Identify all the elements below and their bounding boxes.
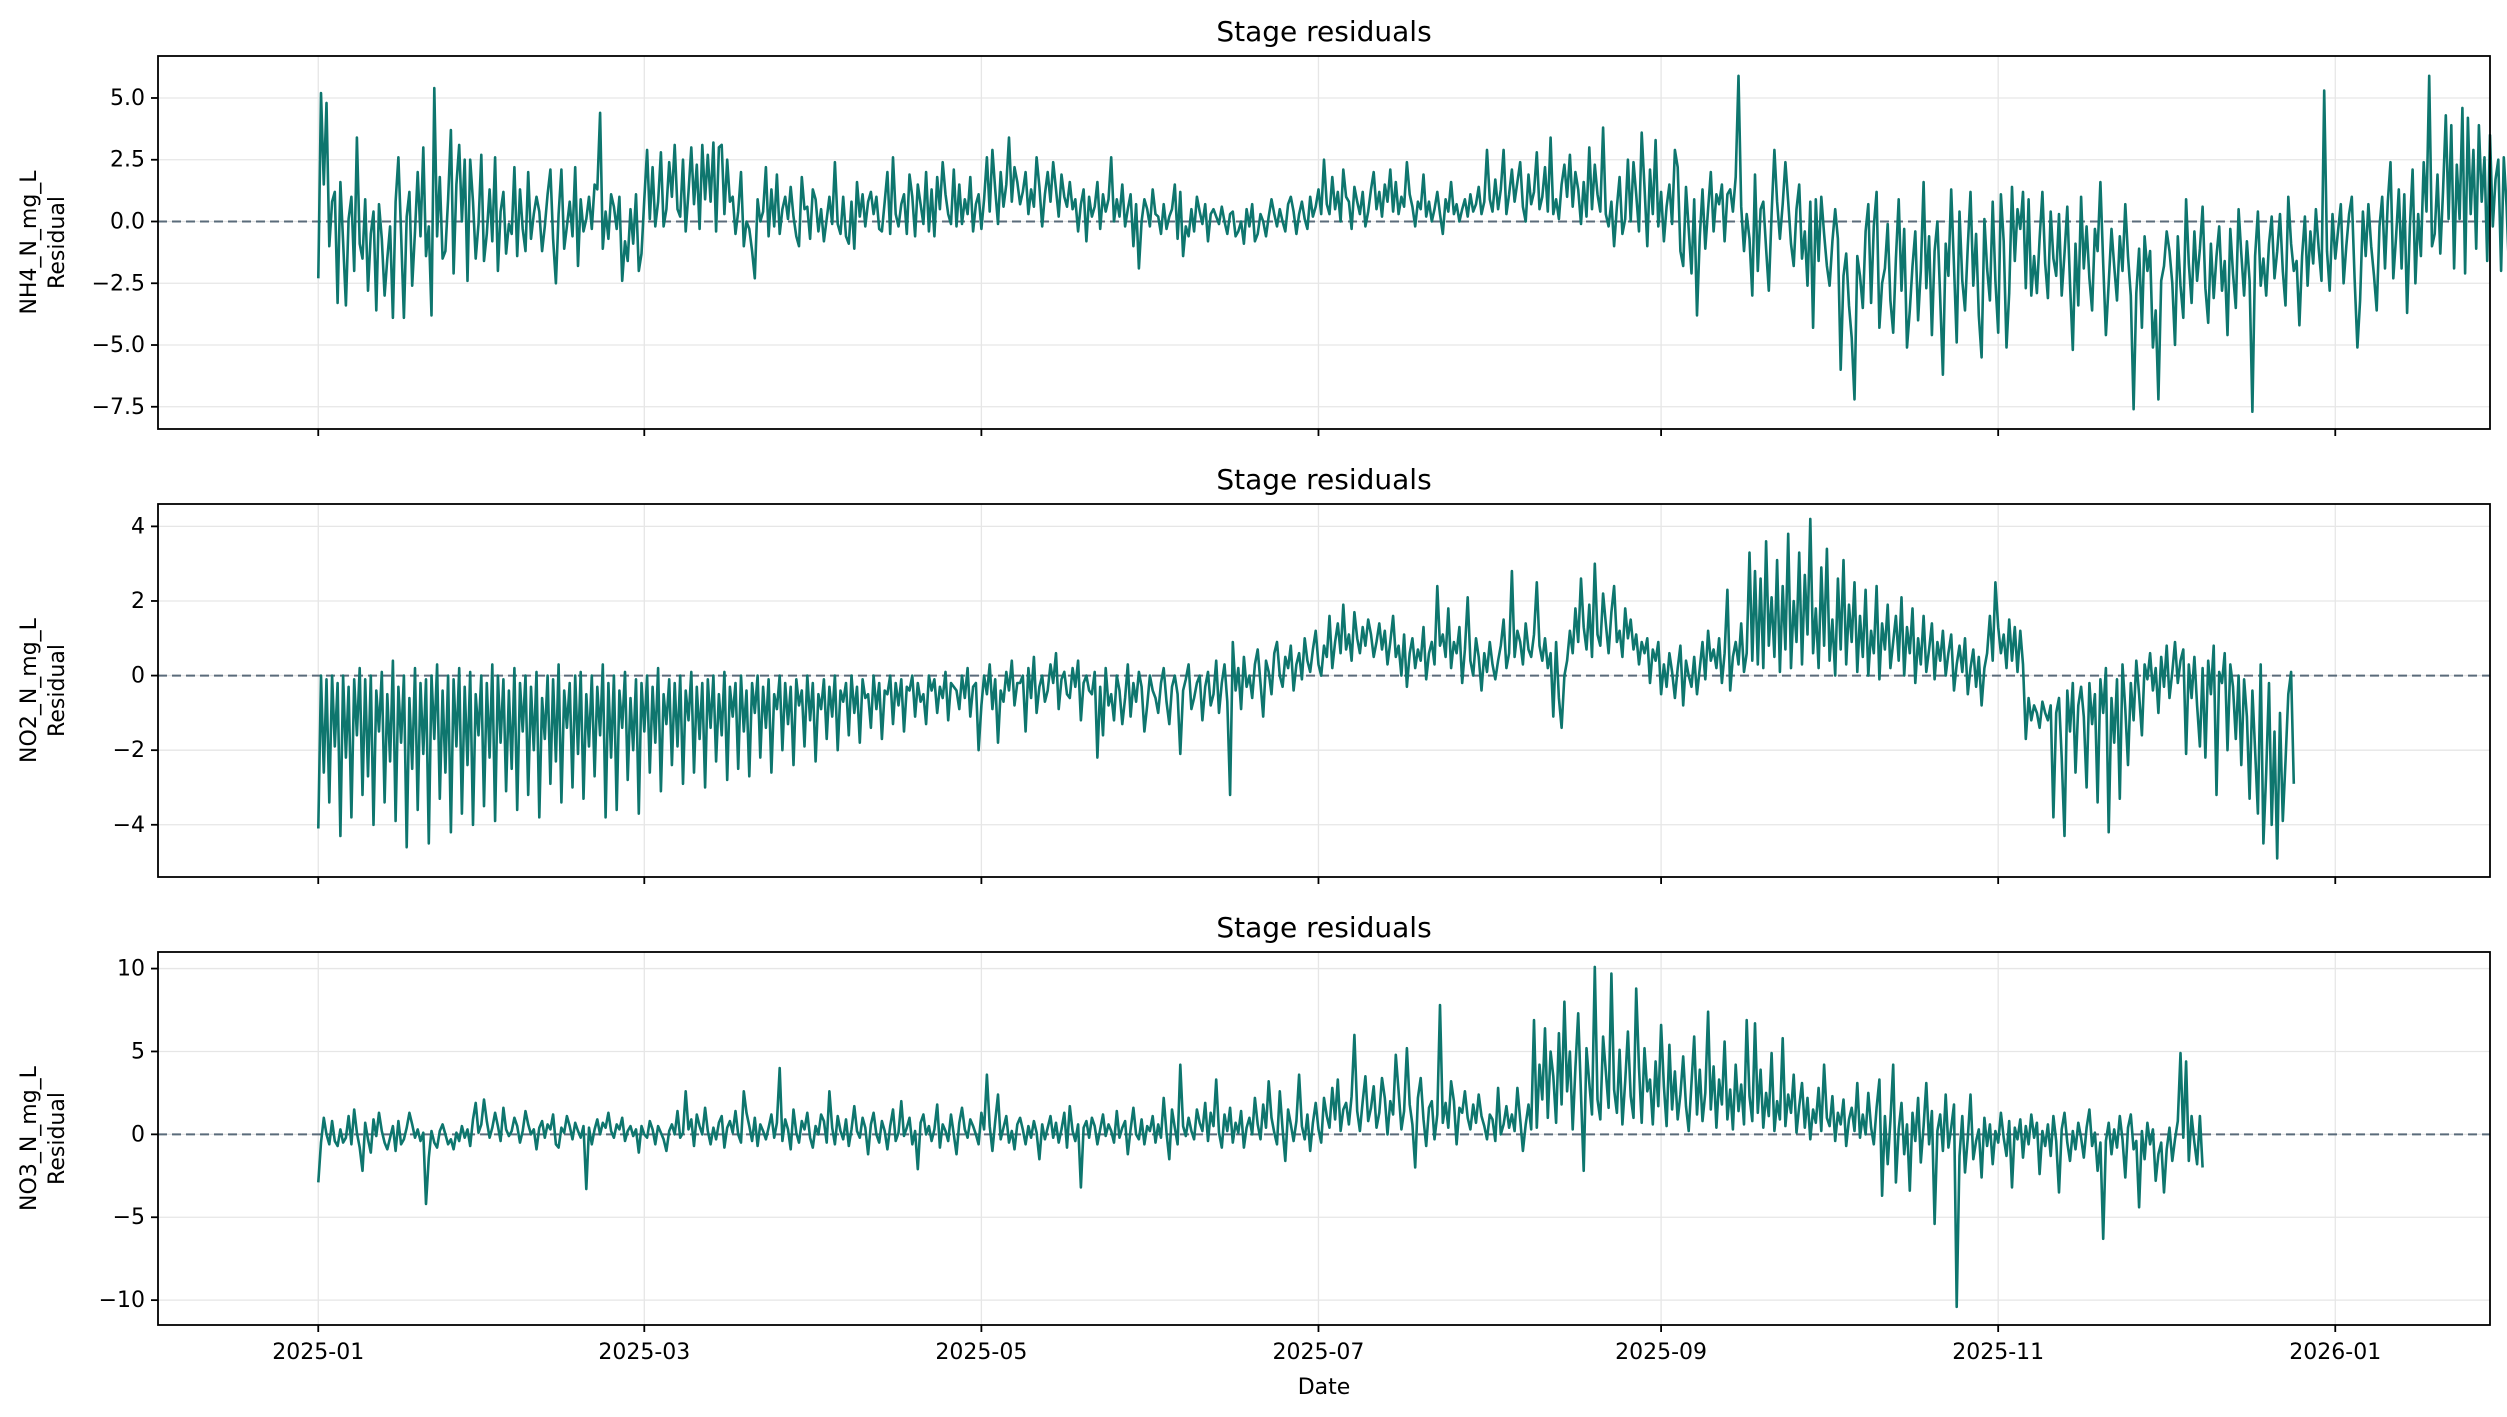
x-tick-label: 2025-05 [935,1340,1027,1365]
panel-no3-axes-frame [157,951,2491,1326]
x-tick-label: 2025-01 [272,1340,364,1365]
panel-nh4-ylabel-residual: Residual [45,196,70,289]
y-tick-label: −4 [113,813,145,838]
y-tick-label: 0 [131,1122,145,1147]
panel-no2-ylabel-variable: NO2_N_mg_L [17,617,42,763]
panel-no2: −4 −2 0 2 4 Stage residuals NO2_N_mg_L Resid… [17,463,2491,884]
panel-no3-x-ticks: 2025-01 2025-03 2025-05 2025-07 2025-09 2025-… [272,1325,2381,1365]
x-tick-label: 2025-11 [1952,1340,2044,1365]
y-tick-label: −2 [113,738,145,763]
y-tick-label: 2 [131,589,145,614]
panel-no3-series-line [317,965,2204,1309]
panel-no2-x-ticks [317,877,2337,884]
panel-no3-title: Stage residuals [1216,911,1431,944]
x-tick-label: 2025-07 [1273,1340,1365,1365]
y-tick-label: −5.0 [92,333,145,358]
x-axis-label: Date [1298,1375,1351,1400]
panel-nh4-y-ticks: −7.5 −5.0 −2.5 0.0 2.5 5.0 [92,86,158,420]
y-tick-label: −10 [99,1288,145,1313]
x-tick-label: 2025-09 [1615,1340,1707,1365]
panel-no2-series-line [317,517,2296,860]
panel-no2-y-ticks: −4 −2 0 2 4 [113,514,158,838]
panel-nh4-axes-frame [157,55,2491,430]
x-tick-label: 2025-03 [598,1340,690,1365]
panel-nh4: −7.5 −5.0 −2.5 0.0 2.5 5.0 Stage residuals NH… [17,15,2507,436]
y-tick-label: 4 [131,514,145,539]
panel-no3-ylabel-residual: Residual [45,1092,70,1185]
panel-no2-axes-frame [157,503,2491,878]
y-tick-label: 0.0 [110,210,145,235]
panel-no2-ylabel-residual: Residual [45,644,70,737]
y-tick-label: −2.5 [92,271,145,296]
panel-nh4-ylabel-variable: NH4_N_mg_L [17,170,42,315]
y-tick-label: 10 [117,957,145,982]
panel-nh4-x-ticks [317,429,2337,436]
panel-no2-title: Stage residuals [1216,463,1431,496]
x-tick-label: 2026-01 [2289,1340,2381,1365]
y-tick-label: 0 [131,664,145,689]
y-tick-label: −5 [113,1205,145,1230]
panel-no3-ylabel-variable: NO3_N_mg_L [17,1065,42,1211]
panel-nh4-title: Stage residuals [1216,15,1431,48]
y-tick-label: −7.5 [92,395,145,420]
y-tick-label: 5 [131,1039,145,1064]
panel-no3-y-ticks: −10 −5 0 5 10 [99,957,158,1313]
y-tick-label: 5.0 [110,86,145,111]
panel-nh4-series-line [317,74,2507,414]
y-tick-label: 2.5 [110,148,145,173]
